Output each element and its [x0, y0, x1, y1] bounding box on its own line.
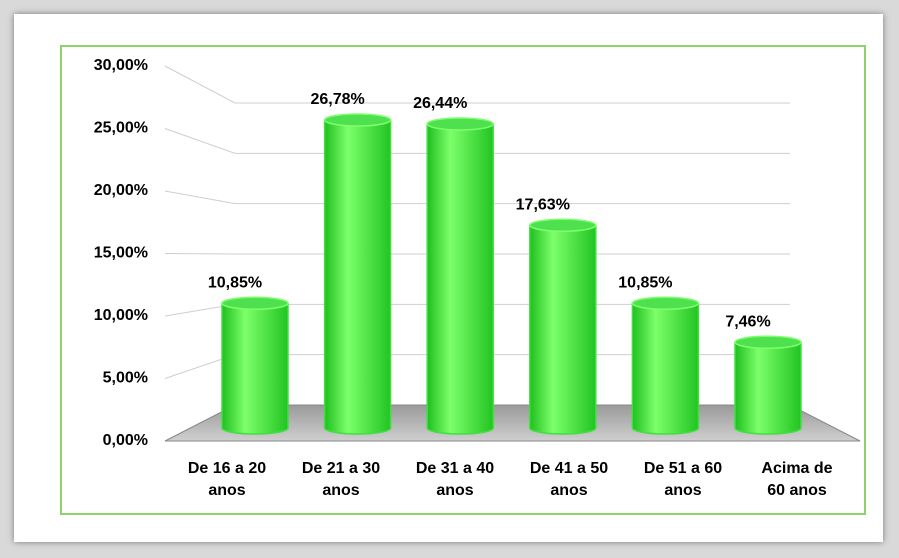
- value-label: 10,85%: [208, 274, 262, 291]
- value-label: 26,78%: [310, 91, 364, 108]
- grid-line: [164, 65, 790, 104]
- bar-part: [323, 119, 392, 435]
- bar-part: [631, 302, 700, 435]
- x-tick-label: De 51 a 60 anos: [643, 460, 723, 499]
- bar: [734, 335, 802, 435]
- value-label: 7,46%: [725, 313, 770, 330]
- bar-part: [221, 302, 289, 435]
- bar-part: [529, 218, 597, 233]
- bar: [631, 296, 700, 435]
- value-label: 17,63%: [516, 196, 570, 213]
- bar-part: [221, 296, 289, 310]
- bar-part: [426, 123, 494, 435]
- grid-line: [164, 128, 790, 154]
- value-label: 26,44%: [413, 95, 467, 112]
- bar-part: [529, 224, 597, 435]
- x-tick-label: De 21 a 30 anos: [301, 460, 381, 499]
- bar-part: [734, 341, 802, 435]
- bar: [529, 218, 597, 435]
- bar-part: [734, 335, 802, 349]
- y-tick-label: 10,00%: [94, 307, 148, 324]
- x-tick-label: De 41 a 50 anos: [529, 460, 609, 499]
- y-tick-label: 20,00%: [94, 182, 148, 199]
- y-tick-label: 5,00%: [103, 370, 148, 387]
- grid-line: [164, 253, 790, 255]
- x-tick-label: De 16 a 20 anos: [187, 460, 267, 499]
- bar: [323, 113, 392, 435]
- y-tick-label: 25,00%: [94, 120, 148, 137]
- value-label: 10,85%: [618, 274, 672, 291]
- bar-part: [323, 113, 392, 127]
- y-tick-label: 30,00%: [94, 57, 148, 74]
- bar-part: [426, 117, 494, 131]
- bar: [426, 117, 494, 435]
- x-tick-label: Acima de 60 anos: [761, 460, 833, 499]
- plot-border: [60, 45, 866, 515]
- grid-line: [164, 190, 790, 205]
- bar-part: [631, 296, 700, 310]
- bar: [221, 296, 289, 435]
- y-tick-label: 0,00%: [103, 432, 148, 449]
- x-tick-label: De 31 a 40 anos: [415, 460, 495, 499]
- y-tick-label: 15,00%: [94, 245, 148, 262]
